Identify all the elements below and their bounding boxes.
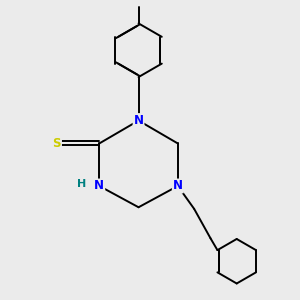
Text: H: H — [77, 179, 86, 189]
Text: S: S — [52, 137, 61, 150]
Text: N: N — [134, 114, 143, 127]
Text: N: N — [94, 179, 104, 193]
Text: N: N — [173, 179, 183, 193]
